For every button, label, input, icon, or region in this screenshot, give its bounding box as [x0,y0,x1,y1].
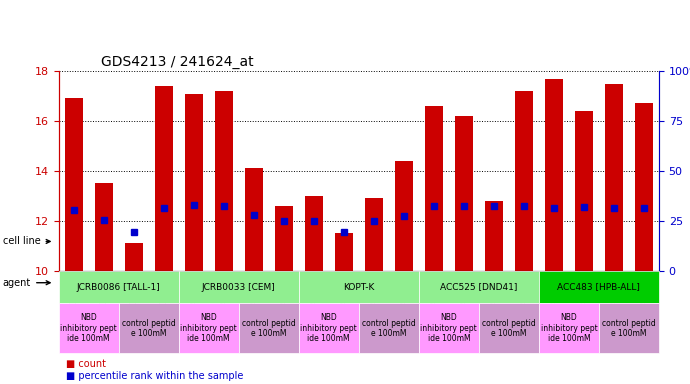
Bar [305,196,323,271]
Text: NBD
inhibitory pept
ide 100mM: NBD inhibitory pept ide 100mM [420,313,477,343]
Text: NBD
inhibitory pept
ide 100mM: NBD inhibitory pept ide 100mM [180,313,237,343]
Bar [395,161,413,271]
Bar [185,93,203,271]
Bar [455,116,473,271]
Text: cell line: cell line [3,237,50,247]
Bar [125,243,143,271]
Text: NBD
inhibitory pept
ide 100mM: NBD inhibitory pept ide 100mM [300,313,357,343]
Text: control peptid
e 100mM: control peptid e 100mM [482,319,535,338]
Text: JCRB0033 [CEM]: JCRB0033 [CEM] [202,283,275,291]
Text: control peptid
e 100mM: control peptid e 100mM [242,319,295,338]
Bar [155,86,172,271]
Bar [335,233,353,271]
Text: ACC483 [HPB-ALL]: ACC483 [HPB-ALL] [558,283,640,291]
Bar [485,201,503,271]
Bar [365,198,383,271]
Text: control peptid
e 100mM: control peptid e 100mM [362,319,415,338]
Bar [245,168,263,271]
Text: KOPT-K: KOPT-K [343,283,375,291]
Bar [605,84,623,271]
Bar [635,103,653,271]
Text: GDS4213 / 241624_at: GDS4213 / 241624_at [101,55,253,69]
Bar [515,91,533,271]
Text: agent: agent [3,278,50,288]
Bar [275,206,293,271]
Text: NBD
inhibitory pept
ide 100mM: NBD inhibitory pept ide 100mM [540,313,598,343]
Bar [95,183,112,271]
Bar [215,91,233,271]
Bar [545,79,563,271]
Text: control peptid
e 100mM: control peptid e 100mM [122,319,175,338]
Bar [425,106,443,271]
Text: NBD
inhibitory pept
ide 100mM: NBD inhibitory pept ide 100mM [60,313,117,343]
Bar [65,98,83,271]
Text: control peptid
e 100mM: control peptid e 100mM [602,319,656,338]
Text: JCRB0086 [TALL-1]: JCRB0086 [TALL-1] [77,283,161,291]
Text: ACC525 [DND41]: ACC525 [DND41] [440,283,518,291]
Bar [575,111,593,271]
Text: ■ count: ■ count [66,359,106,369]
Text: ■ percentile rank within the sample: ■ percentile rank within the sample [66,371,243,381]
